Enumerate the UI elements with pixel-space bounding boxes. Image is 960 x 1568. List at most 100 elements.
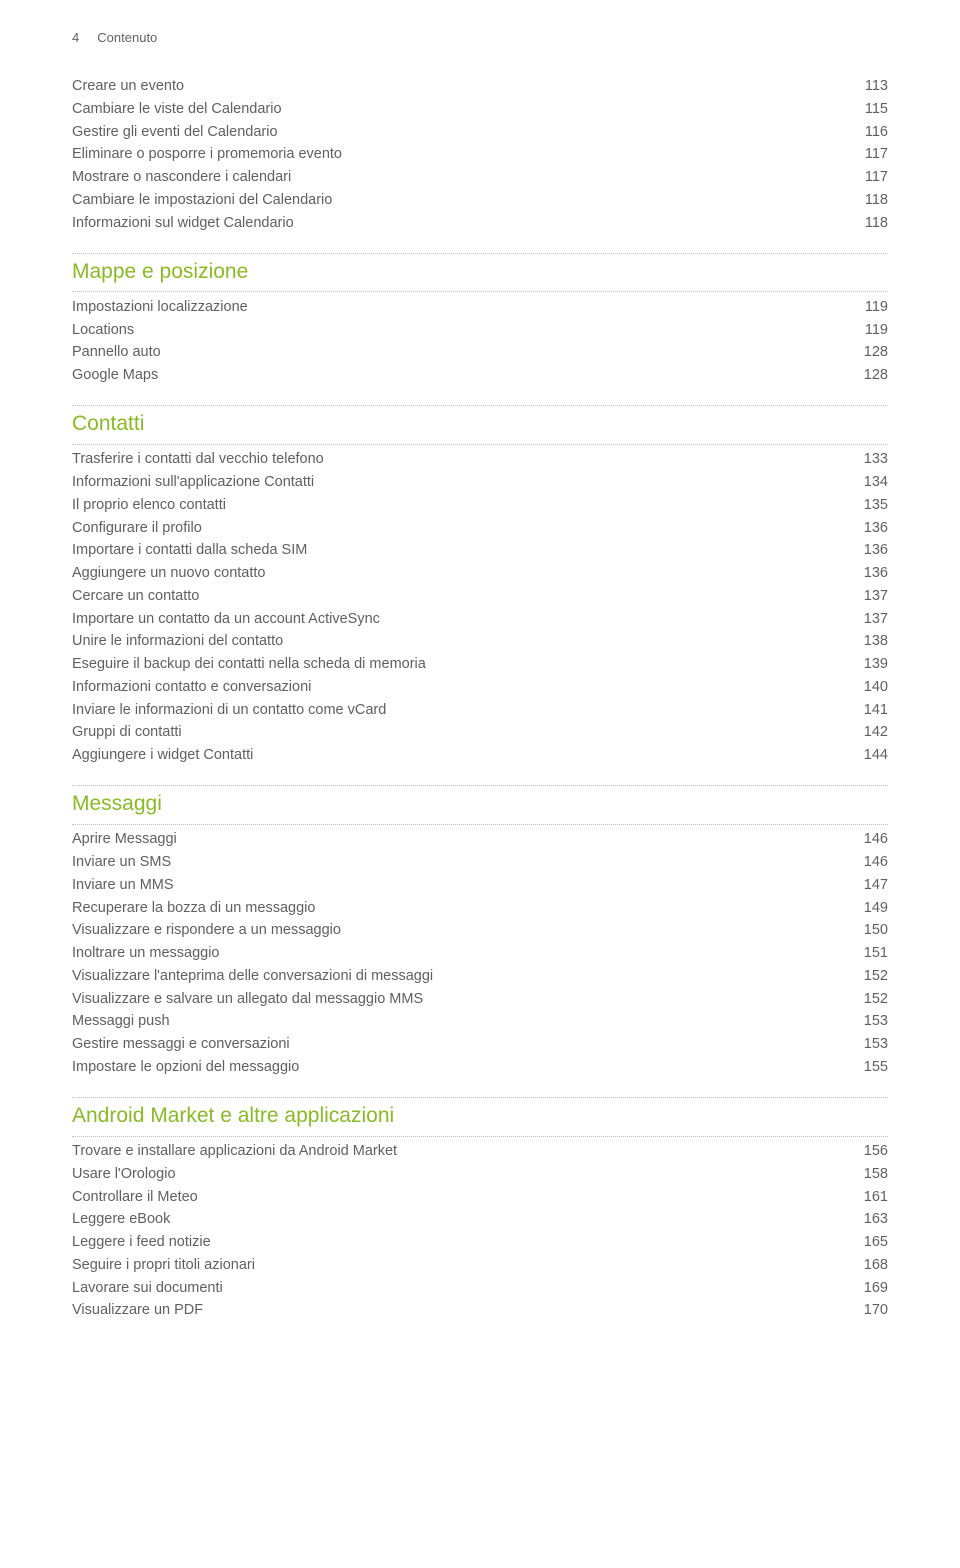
toc-row[interactable]: Eseguire il backup dei contatti nella sc… [72, 654, 888, 677]
toc-label: Eliminare o posporre i promemoria evento [72, 144, 848, 166]
toc-label: Configurare il profilo [72, 518, 848, 540]
toc-label: Cambiare le impostazioni del Calendario [72, 190, 848, 212]
toc-row[interactable]: Lavorare sui documenti169 [72, 1277, 888, 1300]
toc-row[interactable]: Leggere i feed notizie165 [72, 1232, 888, 1255]
toc-label: Aprire Messaggi [72, 829, 848, 851]
toc-label: Creare un evento [72, 76, 848, 98]
toc-page-num: 146 [848, 829, 888, 851]
toc-page-num: 152 [848, 966, 888, 988]
toc-row[interactable]: Visualizzare e salvare un allegato dal m… [72, 988, 888, 1011]
toc-row[interactable]: Leggere eBook163 [72, 1209, 888, 1232]
toc-label: Trovare e installare applicazioni da And… [72, 1141, 848, 1163]
toc-label: Aggiungere un nuovo contatto [72, 563, 848, 585]
toc-label: Google Maps [72, 365, 848, 387]
toc-row[interactable]: Impostare le opzioni del messaggio155 [72, 1056, 888, 1079]
toc-row[interactable]: Gestire messaggi e conversazioni153 [72, 1034, 888, 1057]
toc-page-num: 139 [848, 654, 888, 676]
toc-page-num: 135 [848, 495, 888, 517]
toc-label: Gestire messaggi e conversazioni [72, 1034, 848, 1056]
toc-page-num: 147 [848, 875, 888, 897]
toc-page-num: 153 [848, 1011, 888, 1033]
toc-label: Seguire i propri titoli azionari [72, 1255, 848, 1277]
toc-row[interactable]: Aggiungere un nuovo contatto136 [72, 563, 888, 586]
toc-row[interactable]: Pannello auto128 [72, 342, 888, 365]
page-header: 4 Contenuto [72, 28, 888, 48]
toc-label: Usare l'Orologio [72, 1164, 848, 1186]
toc-row[interactable]: Seguire i propri titoli azionari168 [72, 1254, 888, 1277]
toc-label: Leggere i feed notizie [72, 1232, 848, 1254]
toc-page-num: 136 [848, 518, 888, 540]
toc-row[interactable]: Inviare un SMS146 [72, 852, 888, 875]
toc-page-num: 141 [848, 700, 888, 722]
toc-row[interactable]: Trovare e installare applicazioni da And… [72, 1141, 888, 1164]
toc-page-num: 137 [848, 586, 888, 608]
toc-row[interactable]: Inviare le informazioni di un contatto c… [72, 699, 888, 722]
toc-label: Inviare un SMS [72, 852, 848, 874]
toc-row[interactable]: Importare i contatti dalla scheda SIM136 [72, 540, 888, 563]
intro-section: Creare un evento113Cambiare le viste del… [72, 76, 888, 235]
toc-page-num: 140 [848, 677, 888, 699]
toc-row[interactable]: Configurare il profilo136 [72, 517, 888, 540]
toc-row[interactable]: Gruppi di contatti142 [72, 722, 888, 745]
toc-label: Mostrare o nascondere i calendari [72, 167, 848, 189]
section-title: Contatti [72, 405, 888, 445]
toc-row[interactable]: Cambiare le impostazioni del Calendario1… [72, 189, 888, 212]
toc-page-num: 128 [848, 342, 888, 364]
toc-page-num: 119 [848, 297, 888, 319]
toc-row[interactable]: Aggiungere i widget Contatti144 [72, 745, 888, 768]
toc-page-num: 137 [848, 609, 888, 631]
toc-row[interactable]: Visualizzare un PDF170 [72, 1300, 888, 1323]
toc-row[interactable]: Gestire gli eventi del Calendario116 [72, 121, 888, 144]
toc-label: Importare un contatto da un account Acti… [72, 609, 848, 631]
toc-label: Visualizzare un PDF [72, 1300, 848, 1322]
toc-row[interactable]: Visualizzare e rispondere a un messaggio… [72, 920, 888, 943]
toc-page-num: 119 [848, 320, 888, 342]
toc-row[interactable]: Mostrare o nascondere i calendari117 [72, 167, 888, 190]
toc-page-num: 113 [848, 76, 888, 98]
toc-row[interactable]: Inoltrare un messaggio151 [72, 943, 888, 966]
toc-label: Informazioni sull'applicazione Contatti [72, 472, 848, 494]
toc-row[interactable]: Cercare un contatto137 [72, 585, 888, 608]
toc-row[interactable]: Aprire Messaggi146 [72, 829, 888, 852]
toc-row[interactable]: Informazioni sul widget Calendario118 [72, 212, 888, 235]
toc-row[interactable]: Il proprio elenco contatti135 [72, 494, 888, 517]
toc-row[interactable]: Unire le informazioni del contatto138 [72, 631, 888, 654]
toc-row[interactable]: Inviare un MMS147 [72, 874, 888, 897]
toc-page-num: 118 [848, 213, 888, 235]
toc-row[interactable]: Controllare il Meteo161 [72, 1186, 888, 1209]
toc-page-num: 115 [848, 99, 888, 121]
toc-row[interactable]: Usare l'Orologio158 [72, 1163, 888, 1186]
toc-page-num: 156 [848, 1141, 888, 1163]
toc-row[interactable]: Eliminare o posporre i promemoria evento… [72, 144, 888, 167]
toc-row[interactable]: Impostazioni localizzazione119 [72, 296, 888, 319]
toc-label: Visualizzare e rispondere a un messaggio [72, 920, 848, 942]
toc-row[interactable]: Visualizzare l'anteprima delle conversaz… [72, 965, 888, 988]
toc-row[interactable]: Google Maps128 [72, 365, 888, 388]
toc-row[interactable]: Locations119 [72, 319, 888, 342]
toc-row[interactable]: Recuperare la bozza di un messaggio149 [72, 897, 888, 920]
toc-page-num: 144 [848, 745, 888, 767]
toc-row[interactable]: Creare un evento113 [72, 76, 888, 99]
sections-container: Mappe e posizione Impostazioni localizzaz… [72, 253, 888, 1323]
toc-page-num: 155 [848, 1057, 888, 1079]
toc-label: Aggiungere i widget Contatti [72, 745, 848, 767]
toc-page-num: 136 [848, 540, 888, 562]
toc-row[interactable]: Informazioni sull'applicazione Contatti1… [72, 472, 888, 495]
toc-page-num: 165 [848, 1232, 888, 1254]
toc-page-num: 168 [848, 1255, 888, 1277]
toc-page-num: 117 [848, 167, 888, 189]
toc-label: Cambiare le viste del Calendario [72, 99, 848, 121]
toc-label: Trasferire i contatti dal vecchio telefo… [72, 449, 848, 471]
toc-row[interactable]: Trasferire i contatti dal vecchio telefo… [72, 449, 888, 472]
toc-page-num: 152 [848, 989, 888, 1011]
toc-row[interactable]: Cambiare le viste del Calendario115 [72, 98, 888, 121]
toc-page-num: 133 [848, 449, 888, 471]
toc-row[interactable]: Informazioni contatto e conversazioni140 [72, 676, 888, 699]
toc-page-num: 142 [848, 722, 888, 744]
section-title: Mappe e posizione [72, 253, 888, 293]
toc-page-num: 128 [848, 365, 888, 387]
toc-label: Cercare un contatto [72, 586, 848, 608]
toc-row[interactable]: Messaggi push153 [72, 1011, 888, 1034]
toc-row[interactable]: Importare un contatto da un account Acti… [72, 608, 888, 631]
toc-label: Messaggi push [72, 1011, 848, 1033]
